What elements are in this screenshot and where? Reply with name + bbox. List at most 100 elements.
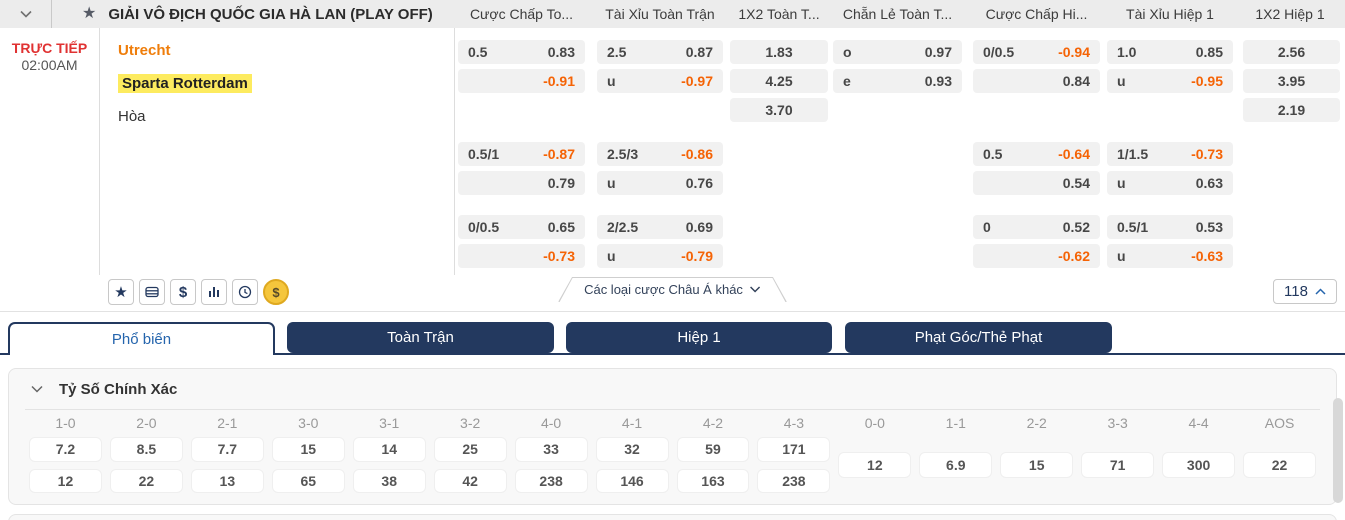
odds-cell[interactable]: u -0.95	[1107, 69, 1233, 93]
odds-cell[interactable]: u -0.79	[597, 244, 723, 268]
score-odds-cell[interactable]: 15	[1000, 452, 1074, 478]
score-odds-cell[interactable]: 146	[595, 468, 669, 493]
score-column: 3-3 71	[1077, 413, 1158, 500]
odds-cell[interactable]: 2.19	[1243, 98, 1340, 122]
score-odds-cell[interactable]: 171	[757, 437, 831, 462]
column-header-h1-ou: Tài Xỉu Hiệp 1	[1126, 6, 1214, 22]
score-odds-cell[interactable]: 7.7	[190, 437, 264, 462]
score-odds-cell[interactable]: 238	[757, 468, 831, 493]
score-odds-cell[interactable]: 38	[352, 468, 426, 493]
odds-cell[interactable]: 0.5/1 -0.87	[458, 142, 585, 166]
score-column: 1-0 7.2 12	[25, 413, 106, 500]
odds-cell[interactable]: e 0.93	[833, 69, 962, 93]
score-odds-cell[interactable]: 71	[1081, 452, 1155, 478]
odds-cell[interactable]: u 0.76	[597, 171, 723, 195]
bonus-coin-icon[interactable]: $	[263, 279, 289, 305]
odds-cell[interactable]: 0.79	[458, 171, 585, 195]
odds-cell[interactable]: u 0.63	[1107, 171, 1233, 195]
market-count-button[interactable]: 118	[1273, 279, 1337, 304]
odds-cell[interactable]: 0.5 0.83	[458, 40, 585, 64]
score-odds-cell[interactable]: 22	[109, 468, 183, 493]
score-odds-cell[interactable]: 15	[271, 437, 345, 462]
score-column: 4-0 33 238	[511, 413, 592, 500]
score-odds-cell[interactable]: 42	[433, 468, 507, 493]
more-asian-bets-dropdown[interactable]: Các loại cược Châu Á khác	[558, 277, 787, 302]
odds-cell[interactable]: 4.25	[730, 69, 828, 93]
odds-cell[interactable]: 1.83	[730, 40, 828, 64]
correct-score-header[interactable]: Tỷ Số Chính Xác	[9, 369, 1336, 409]
league-collapse-button[interactable]	[0, 0, 52, 28]
score-odds-cell[interactable]: 8.5	[109, 437, 183, 462]
score-odds-cell[interactable]: 300	[1162, 452, 1236, 478]
league-title: GIẢI VÔ ĐỊCH QUỐC GIA HÀ LAN (PLAY OFF)	[108, 5, 433, 23]
scrollbar-thumb[interactable]	[1333, 398, 1343, 503]
correct-score-grid: 1-0 7.2 12 2-0 8.5 22 2-1 7.7 13 3-0 15 65 3-1 14…	[25, 413, 1320, 500]
score-column: 4-3 171 238	[753, 413, 834, 500]
odds-cell[interactable]: o 0.97	[833, 40, 962, 64]
score-label: 4-4	[1188, 415, 1209, 431]
odds-cell[interactable]: 3.70	[730, 98, 828, 122]
dropdown-trapezoid	[558, 277, 787, 302]
score-label: 2-0	[136, 415, 157, 431]
h1-ou-column: 1.0 0.85 u -0.95 1/1.5 -0.73 u 0.63 0.5/1 0.5…	[1107, 40, 1233, 268]
score-column: 3-1 14 38	[349, 413, 430, 500]
odds-cell[interactable]: 2.5/3 -0.86	[597, 142, 723, 166]
score-odds-cell[interactable]: 238	[514, 468, 588, 493]
tab-phat-goc-the-phat[interactable]: Phạt Góc/Thẻ Phạt	[845, 322, 1112, 353]
score-odds-cell[interactable]: 13	[190, 468, 264, 493]
score-column: 4-1 32 146	[592, 413, 673, 500]
score-odds-cell[interactable]: 59	[676, 437, 750, 462]
league-favorite-star-icon[interactable]: ★	[82, 5, 97, 22]
odds-cell[interactable]: 2.5 0.87	[597, 40, 723, 64]
column-header-h1-1x2: 1X2 Hiệp 1	[1255, 6, 1325, 22]
score-odds-cell[interactable]: 65	[271, 468, 345, 493]
column-header-ft-oe: Chẵn Lẻ Toàn T...	[842, 6, 953, 22]
score-label: 3-2	[460, 415, 481, 431]
cashout-button[interactable]: $	[170, 279, 196, 305]
score-odds-cell[interactable]: 12	[838, 452, 912, 478]
score-column: 3-2 25 42	[430, 413, 511, 500]
stats-button[interactable]	[201, 279, 227, 305]
draw-label: Hòa	[118, 108, 146, 125]
score-odds-cell[interactable]: 22	[1243, 452, 1316, 478]
score-odds-cell[interactable]: 25	[433, 437, 507, 462]
odds-cell[interactable]: u -0.63	[1107, 244, 1233, 268]
odds-cell[interactable]: 2.56	[1243, 40, 1340, 64]
odds-cell[interactable]: 2/2.5 0.69	[597, 215, 723, 239]
away-team-highlight: Sparta Rotterdam	[118, 74, 252, 93]
ft-1x2-column: 1.83 4.25 3.70	[730, 40, 828, 122]
tab-pho-bien[interactable]: Phổ biến	[8, 322, 275, 355]
odds-cell[interactable]: 0/0.5 0.65	[458, 215, 585, 239]
score-odds-cell[interactable]: 7.2	[29, 437, 102, 462]
score-column: 1-1 6.9	[915, 413, 996, 500]
tab-toan-tran[interactable]: Toàn Trận	[287, 322, 554, 353]
score-odds-cell[interactable]: 14	[352, 437, 426, 462]
score-label: 3-3	[1107, 415, 1128, 431]
favorite-button[interactable]: ★	[108, 279, 134, 305]
odds-cell[interactable]: -0.91	[458, 69, 585, 93]
odds-cell[interactable]: 0 0.52	[973, 215, 1100, 239]
score-odds-cell[interactable]: 163	[676, 468, 750, 493]
score-odds-cell[interactable]: 12	[29, 468, 102, 493]
score-column: 0-0 12	[834, 413, 915, 500]
odds-cell[interactable]: -0.73	[458, 244, 585, 268]
history-button[interactable]	[232, 279, 258, 305]
betslip-button[interactable]	[139, 279, 165, 305]
match-toolbar: ★ $ $ Các loại cược Châu Á khác 118	[0, 275, 1345, 312]
odds-cell[interactable]: 3.95	[1243, 69, 1340, 93]
odds-cell[interactable]: 1/1.5 -0.73	[1107, 142, 1233, 166]
odds-cell[interactable]: 0/0.5 -0.94	[973, 40, 1100, 64]
odds-cell[interactable]: 0.5/1 0.53	[1107, 215, 1233, 239]
score-odds-cell[interactable]: 32	[595, 437, 669, 462]
odds-cell[interactable]: -0.62	[973, 244, 1100, 268]
score-odds-cell[interactable]: 6.9	[919, 452, 993, 478]
tab-hiep-1[interactable]: Hiệp 1	[566, 322, 832, 353]
market-count: 118	[1284, 283, 1308, 300]
odds-cell[interactable]: 0.84	[973, 69, 1100, 93]
odds-cell[interactable]: 0.54	[973, 171, 1100, 195]
odds-cell[interactable]: 1.0 0.85	[1107, 40, 1233, 64]
odds-cell[interactable]: u -0.97	[597, 69, 723, 93]
score-label: 1-0	[55, 415, 76, 431]
odds-cell[interactable]: 0.5 -0.64	[973, 142, 1100, 166]
score-odds-cell[interactable]: 33	[514, 437, 588, 462]
